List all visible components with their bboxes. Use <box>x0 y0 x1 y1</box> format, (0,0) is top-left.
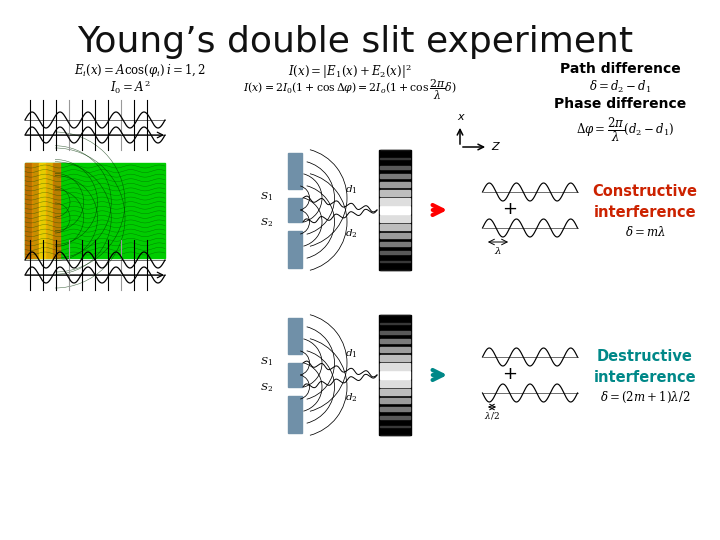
Text: $\lambda$: $\lambda$ <box>494 245 502 256</box>
Bar <box>53 163 60 258</box>
Bar <box>25 163 32 258</box>
Bar <box>380 330 410 334</box>
Text: $\lambda/2$: $\lambda/2$ <box>484 410 500 421</box>
Text: Young’s double slit experiment: Young’s double slit experiment <box>77 25 633 59</box>
Text: $S_2$: $S_2$ <box>260 217 273 230</box>
Bar <box>46 163 53 258</box>
Bar <box>380 269 410 271</box>
Bar <box>380 380 410 387</box>
Bar <box>380 252 410 254</box>
Text: $\Delta\varphi = \dfrac{2\pi}{\lambda}(d_2-d_1)$: $\Delta\varphi = \dfrac{2\pi}{\lambda}(d… <box>576 116 674 144</box>
Text: $I(x) = 2I_0(1+\cos\Delta\varphi) = 2I_o(1+\cos\dfrac{2\pi}{\lambda}\delta)$: $I(x) = 2I_0(1+\cos\Delta\varphi) = 2I_o… <box>243 78 457 103</box>
Bar <box>380 198 410 205</box>
Text: $I(x)=|E_1(x)+E_2(x)|^2$: $I(x)=|E_1(x)+E_2(x)|^2$ <box>288 62 412 81</box>
Bar <box>288 318 302 354</box>
Text: $S_1$: $S_1$ <box>260 356 273 368</box>
Text: $d_2$: $d_2$ <box>345 227 358 240</box>
Bar <box>288 152 302 189</box>
Text: Path difference: Path difference <box>559 62 680 76</box>
Bar <box>380 260 410 262</box>
Bar <box>380 206 410 214</box>
Bar <box>380 398 410 403</box>
Bar <box>380 190 410 196</box>
Text: +: + <box>503 200 518 218</box>
Text: +: + <box>503 365 518 383</box>
Bar <box>380 242 410 246</box>
Text: Destructive
interference: Destructive interference <box>594 349 696 385</box>
Bar <box>288 396 302 433</box>
Bar <box>379 150 411 270</box>
Text: $d_1$: $d_1$ <box>345 348 357 361</box>
Bar <box>380 416 410 419</box>
Bar <box>380 339 410 343</box>
Text: $d_1$: $d_1$ <box>345 183 357 195</box>
Text: $S_2$: $S_2$ <box>260 382 273 394</box>
Text: Z: Z <box>491 142 499 152</box>
Bar <box>380 233 410 238</box>
Bar <box>380 426 410 427</box>
Bar <box>380 224 410 230</box>
Text: $\delta = d_2 - d_1$: $\delta = d_2 - d_1$ <box>589 79 651 95</box>
Bar <box>288 363 302 387</box>
Text: Constructive
interference: Constructive interference <box>593 184 698 220</box>
Text: $d_2$: $d_2$ <box>345 392 358 404</box>
Bar <box>288 231 302 267</box>
Bar <box>380 215 410 222</box>
Bar <box>380 182 410 187</box>
Text: x: x <box>458 112 464 122</box>
Bar <box>288 198 302 222</box>
Bar <box>380 355 410 361</box>
Text: $\delta = m\lambda$: $\delta = m\lambda$ <box>624 225 665 239</box>
Bar <box>380 371 410 379</box>
Bar <box>379 315 411 435</box>
Bar <box>39 163 46 258</box>
Bar <box>380 174 410 178</box>
Bar <box>380 166 410 168</box>
Bar <box>380 323 410 325</box>
Bar <box>25 163 165 258</box>
Bar <box>380 363 410 370</box>
Bar <box>380 407 410 411</box>
Text: $\delta = (2m+1)\lambda/2$: $\delta = (2m+1)\lambda/2$ <box>600 389 690 404</box>
Text: Phase difference: Phase difference <box>554 97 686 111</box>
Bar <box>380 158 410 159</box>
Text: $S_1$: $S_1$ <box>260 191 273 203</box>
Text: $I_0 = A^2$: $I_0 = A^2$ <box>109 78 150 96</box>
Bar <box>380 347 410 352</box>
Bar <box>32 163 39 258</box>
Bar <box>380 389 410 395</box>
Text: $E_i(x)= A\cos(\varphi_i)\,i=1,2$: $E_i(x)= A\cos(\varphi_i)\,i=1,2$ <box>74 62 206 79</box>
